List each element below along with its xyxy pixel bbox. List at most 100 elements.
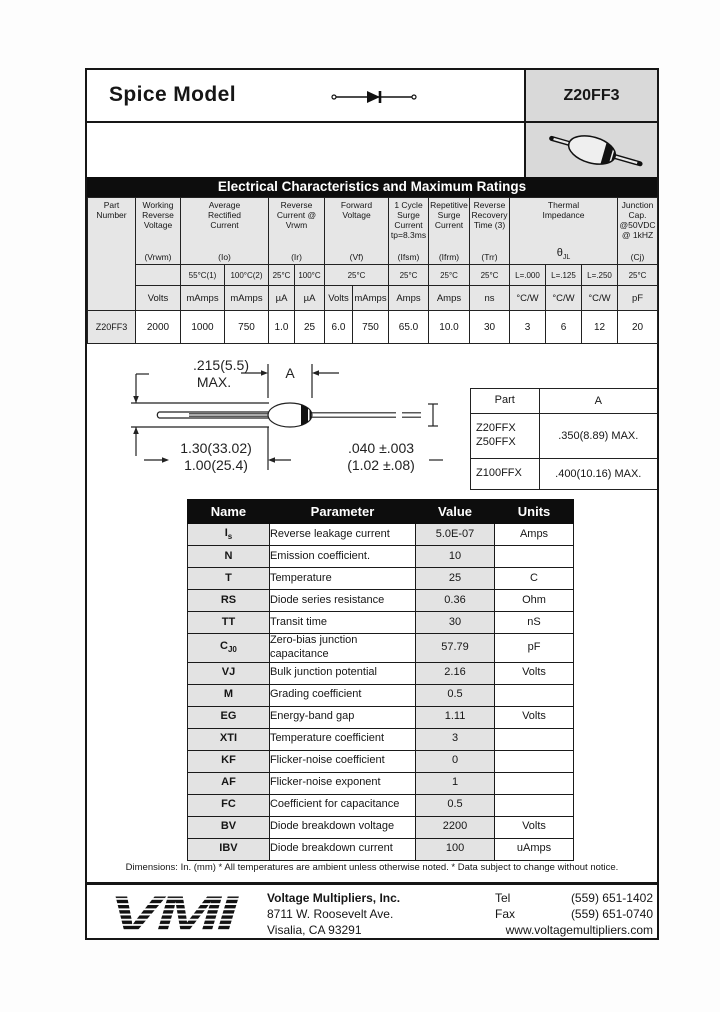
vmi-logo: VMI xyxy=(109,891,244,937)
value-cell: 6 xyxy=(545,310,582,344)
spice-param: Diode series resistance xyxy=(268,589,417,612)
dim-lead-dia-1: .040 ±.003 xyxy=(348,440,414,456)
tel-number: (559) 651-1402 xyxy=(570,891,653,905)
spice-units xyxy=(494,771,574,795)
spice-units xyxy=(494,545,574,568)
spice-name: XTI xyxy=(187,727,270,751)
col-ir: Reverse Current @ Vrwm (Ir) xyxy=(268,197,325,265)
unit-cell: °C/W xyxy=(545,285,582,311)
value-cell: 3 xyxy=(509,310,546,344)
ratings-label-row: Part Number Working Reverse Voltage (Vrwm… xyxy=(87,197,659,311)
a-col-header: A xyxy=(538,388,657,414)
value-cell: 750 xyxy=(352,310,389,344)
spice-value: 57.79 xyxy=(415,633,495,663)
company-block: Voltage Multipliers, Inc. 8711 W. Roosev… xyxy=(267,890,400,938)
spice-param: Temperature xyxy=(268,567,417,590)
part-dimension-table: Part A Z20FFX Z50FFX .350(8.89) MAX. Z10… xyxy=(470,388,657,490)
spice-units: Volts xyxy=(494,705,574,729)
contact-block: Tel (559) 651-1402 Fax (559) 651-0740 ww… xyxy=(423,890,653,938)
spice-value: 0.5 xyxy=(415,683,495,707)
website: www.voltagemultipliers.com xyxy=(505,923,653,937)
spice-value: 25 xyxy=(415,567,495,590)
dim-lead-dia-2: (1.02 ±.08) xyxy=(347,457,415,473)
spice-param: Grading coefficient xyxy=(268,683,417,707)
ratings-units-row: Volts mAmps mAmps µA µA Volts mAmps Amps… xyxy=(88,285,659,311)
cond-cell: L=.125 xyxy=(545,264,582,286)
spice-param: Diode breakdown voltage xyxy=(268,815,417,839)
spice-param: Bulk junction potential xyxy=(268,661,417,685)
spice-param: Coefficient for capacitance xyxy=(268,793,417,817)
dim-lead-len-2: 1.00(25.4) xyxy=(184,457,248,473)
unit-cell: °C/W xyxy=(509,285,546,311)
ratings-table: Part Number Working Reverse Voltage (Vrwm… xyxy=(87,197,659,344)
dim-body-dia-max: MAX. xyxy=(197,374,231,390)
spice-name: T xyxy=(187,567,270,590)
part-number-badge: Z20FF3 xyxy=(524,70,657,121)
spice-units: Volts xyxy=(494,661,574,685)
header: Spice Model Z20FF3 xyxy=(87,70,657,123)
fax-row: Fax (559) 651-0740 xyxy=(495,906,653,922)
page-title: Spice Model xyxy=(109,83,236,106)
fax-number: (559) 651-0740 xyxy=(570,907,653,921)
unit-cell: ns xyxy=(469,285,510,311)
spice-row: VJ Bulk junction potential 2.16 Volts xyxy=(187,661,574,685)
unit-cell: µA xyxy=(268,285,295,311)
part-cell: Z100FFX xyxy=(470,458,540,490)
diode-package-image xyxy=(524,123,657,177)
spice-name: EG xyxy=(187,705,270,729)
spice-value: 3 xyxy=(415,727,495,751)
value-cell: 1.0 xyxy=(268,310,295,344)
spice-header-row: Name Parameter Value Units xyxy=(187,499,574,524)
company-name: Voltage Multipliers, Inc. xyxy=(267,891,401,905)
spice-param: Zero-bias junction capacitance xyxy=(268,633,417,663)
spice-units: uAmps xyxy=(494,837,574,861)
cond-cell: 25°C xyxy=(428,264,470,286)
spice-row: TT Transit time 30 nS xyxy=(187,611,574,634)
spice-col-parameter: Parameter xyxy=(268,499,417,524)
cond-cell: 25°C xyxy=(268,264,295,286)
company-address-2: Visalia, CA 93291 xyxy=(267,923,362,937)
spice-units: pF xyxy=(494,633,574,663)
spice-name: RS xyxy=(187,589,270,612)
value-cell: 20 xyxy=(617,310,659,344)
unit-cell: pF xyxy=(617,285,659,311)
spice-units xyxy=(494,727,574,751)
col-vf: Forward Voltage (Vf) xyxy=(324,197,389,265)
cond-cell: L=.000 xyxy=(509,264,546,286)
section-banner: Electrical Characteristics and Maximum R… xyxy=(87,177,657,197)
spice-row: CJ0 Zero-bias junction capacitance 57.79 pF xyxy=(187,633,574,663)
spice-units: Amps xyxy=(494,523,574,546)
spice-value: 2.16 xyxy=(415,661,495,685)
cond-cell: 100°C(2) xyxy=(224,264,269,286)
value-cell: 10.0 xyxy=(428,310,470,344)
spice-value: 0 xyxy=(415,749,495,773)
spice-row: N Emission coefficient. 10 xyxy=(187,545,574,568)
cond-cell: 25°C xyxy=(388,264,429,286)
cond-cell: 25°C xyxy=(324,264,389,286)
spice-value: 0.5 xyxy=(415,793,495,817)
spice-value: 0.36 xyxy=(415,589,495,612)
spice-name: FC xyxy=(187,793,270,817)
a-cell: .400(10.16) MAX. xyxy=(538,458,657,490)
spice-col-value: Value xyxy=(415,499,495,524)
spice-name: CJ0 xyxy=(187,633,270,663)
spice-row: EG Energy-band gap 1.11 Volts xyxy=(187,705,574,729)
value-cell: 25 xyxy=(294,310,325,344)
fax-label: Fax xyxy=(495,907,516,921)
a-cell: .350(8.89) MAX. xyxy=(538,413,657,459)
footnote: Dimensions: In. (mm) * All temperatures … xyxy=(125,862,619,873)
col-vrwm: Working Reverse Voltage (Vrwm) xyxy=(135,197,181,265)
dim-lead-len-1: 1.30(33.02) xyxy=(180,440,252,456)
unit-cell: °C/W xyxy=(580,285,619,311)
tel-row: Tel (559) 651-1402 xyxy=(495,890,653,906)
cond-cell: 100°C xyxy=(294,264,325,286)
cond-cell: L=.250 xyxy=(580,264,619,286)
spice-row: AF Flicker-noise exponent 1 xyxy=(187,771,574,795)
value-cell: 1000 xyxy=(180,310,225,344)
spice-value: 30 xyxy=(415,611,495,634)
dim-body-dia: .215(5.5) xyxy=(193,357,249,373)
spice-row: FC Coefficient for capacitance 0.5 xyxy=(187,793,574,817)
spice-row: RS Diode series resistance 0.36 Ohm xyxy=(187,589,574,612)
value-cell: 12 xyxy=(580,310,619,344)
